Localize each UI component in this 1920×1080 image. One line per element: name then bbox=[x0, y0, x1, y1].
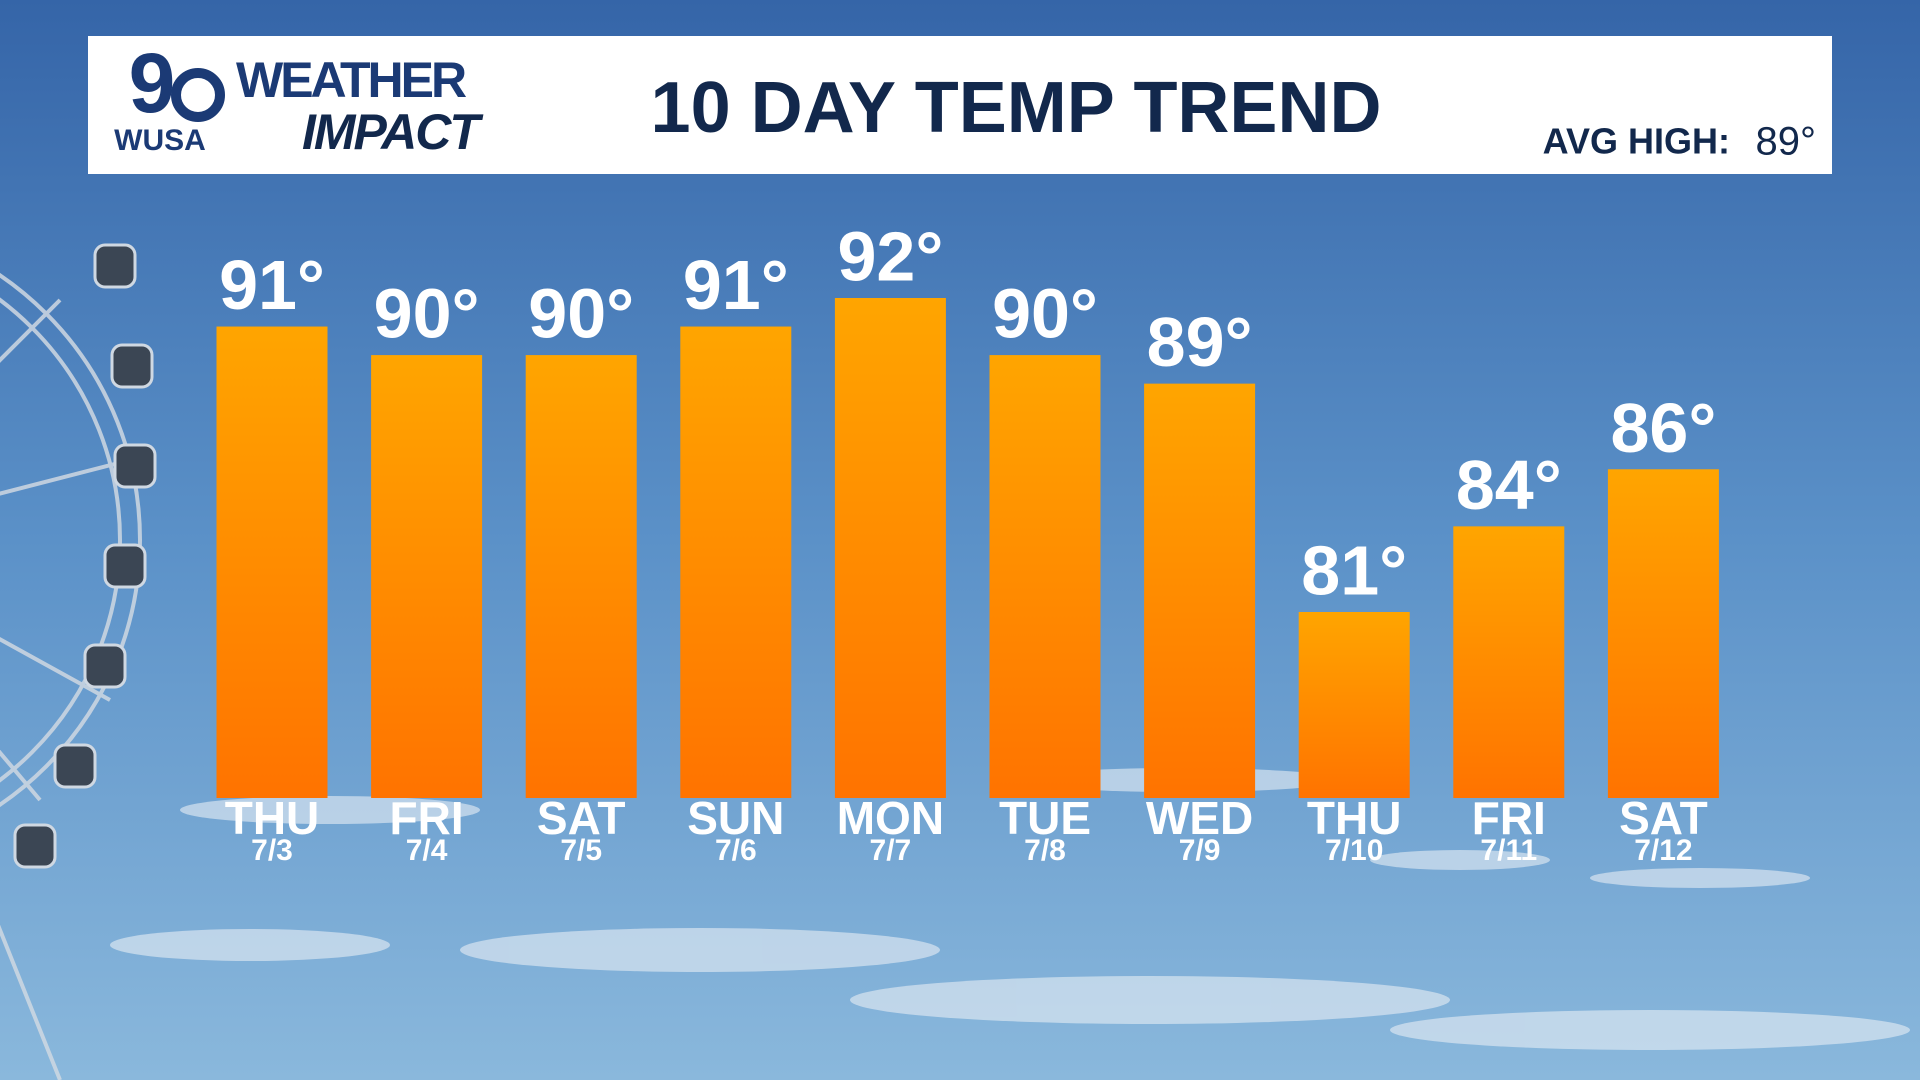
value-label: 89° bbox=[1147, 303, 1253, 381]
date-label: 7/5 bbox=[560, 834, 602, 867]
day-label: SAT bbox=[537, 792, 626, 844]
day-label: THU bbox=[225, 792, 320, 844]
day-label: FRI bbox=[1472, 792, 1546, 844]
avg-high-value: 89° bbox=[1756, 120, 1817, 164]
bar bbox=[371, 355, 483, 798]
chart-title: 10 DAY TEMP TREND bbox=[651, 68, 1382, 148]
value-label: 81° bbox=[1301, 531, 1407, 609]
day-label: WED bbox=[1146, 792, 1253, 844]
day-label: SUN bbox=[687, 792, 784, 844]
brand-top: WEATHER bbox=[236, 52, 467, 108]
bar bbox=[216, 326, 328, 798]
value-label: 92° bbox=[837, 217, 943, 295]
bar bbox=[1607, 469, 1719, 798]
ferris-cabins bbox=[13, 243, 157, 869]
bar bbox=[1453, 526, 1565, 798]
bar bbox=[525, 355, 637, 798]
value-label: 84° bbox=[1456, 446, 1562, 524]
ferris-wheel bbox=[0, 273, 142, 1080]
logo-station: WUSA bbox=[114, 124, 206, 157]
brand-bottom: IMPACT bbox=[302, 104, 484, 160]
logo-number: 9 bbox=[129, 36, 176, 130]
logo-eye bbox=[171, 68, 225, 122]
bar bbox=[1298, 612, 1410, 798]
value-label: 90° bbox=[992, 275, 1098, 353]
day-label: SAT bbox=[1619, 792, 1708, 844]
day-label: MON bbox=[837, 792, 944, 844]
value-label: 91° bbox=[683, 246, 789, 324]
day-label: TUE bbox=[999, 792, 1091, 844]
date-label: 7/7 bbox=[870, 834, 912, 867]
avg-high-label: AVG HIGH: bbox=[1543, 121, 1730, 162]
date-label: 7/6 bbox=[715, 834, 757, 867]
day-label: FRI bbox=[390, 792, 464, 844]
date-label: 7/4 bbox=[406, 834, 448, 867]
bar bbox=[680, 326, 792, 798]
value-label: 90° bbox=[374, 275, 480, 353]
date-label: 7/10 bbox=[1325, 834, 1383, 867]
date-label: 7/11 bbox=[1480, 834, 1537, 867]
day-label: THU bbox=[1307, 792, 1402, 844]
date-label: 7/8 bbox=[1024, 834, 1066, 867]
date-label: 7/9 bbox=[1179, 834, 1221, 867]
header-panel bbox=[88, 36, 1832, 174]
value-label: 86° bbox=[1610, 389, 1716, 467]
bar bbox=[989, 355, 1101, 798]
date-label: 7/12 bbox=[1634, 834, 1692, 867]
bar bbox=[834, 298, 946, 798]
value-label: 91° bbox=[219, 246, 325, 324]
value-label: 90° bbox=[528, 275, 634, 353]
bar bbox=[1144, 383, 1256, 798]
date-label: 7/3 bbox=[251, 834, 293, 867]
